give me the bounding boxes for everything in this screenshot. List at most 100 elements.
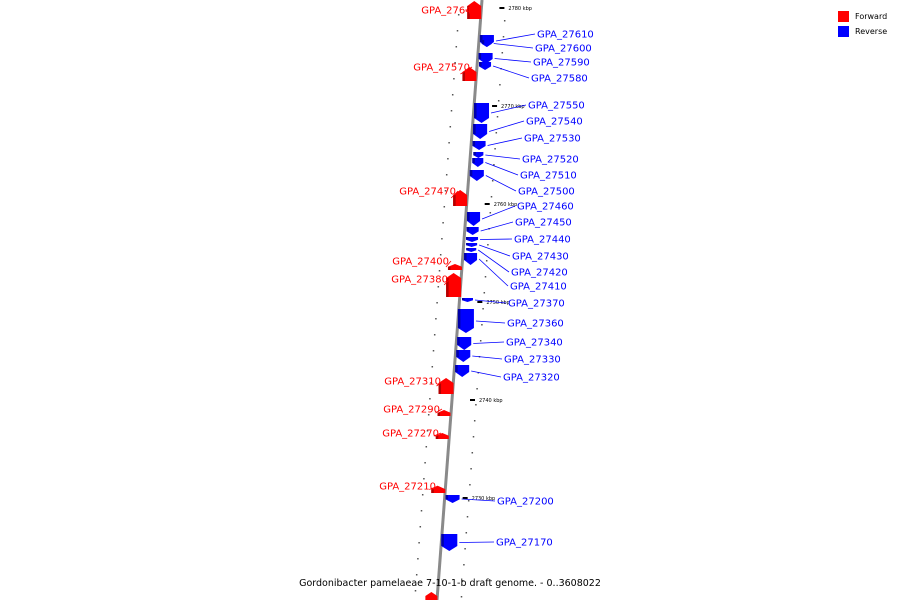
gene-shade [437,412,441,416]
gene-label: GPA_27290 [383,405,440,416]
gene-leader-line [478,249,510,273]
tick-label: 2750 kbp [486,300,510,306]
gene-gpa-27200: GPA_27200 [445,495,554,508]
gene-shade [462,72,465,81]
backbone-dot [483,292,486,294]
legend-reverse-label: Reverse [855,27,888,36]
gene-label: GPA_27530 [524,134,581,145]
gene-leader-line [429,485,439,490]
gene-shade [473,124,476,134]
backbone-dot [442,222,444,224]
backbone-dot [426,430,429,432]
gene-leader-line [460,66,473,75]
gene-shade [455,365,458,372]
backbone-dot [457,14,460,16]
gene-shade [479,62,482,67]
gene-shade [431,489,434,493]
backbone-dot [482,308,484,310]
gene-glyph [473,124,488,139]
backbone-dot [454,62,456,64]
gene-shade [478,53,482,60]
backbone-dot [475,404,477,406]
gene-glyph [474,103,490,123]
backbone-dot [463,564,465,566]
gene-shade [472,158,475,163]
gene-label: GPA_27460 [517,202,574,213]
backbone-dots [414,14,506,598]
backbone-dot [450,110,453,112]
backbone-dot [465,532,468,534]
gene-glyph [447,264,462,270]
gene-gpa-27410: GPA_27410 [464,253,567,293]
backbone-dot [470,468,472,470]
backbone-dot [439,254,442,256]
backbone-dot [495,132,498,134]
gene-gpa-27270: GPA_27270 [382,429,449,440]
backbone-dot [427,414,430,416]
backbone-dot [490,196,493,198]
gene-gpa-27290: GPA_27290 [383,405,451,416]
gene-label: GPA_27410 [510,282,567,293]
gene-glyph [462,298,473,302]
gene-glyph [464,253,478,265]
gene-gpa-27580: GPA_27580 [479,62,588,85]
gene-leader-line [485,154,521,160]
gene-gpa-27460: GPA_27460 [467,202,574,226]
gene-label: GPA_27380 [391,275,448,286]
backbone-dot [451,94,454,96]
gene-gpa-27590: GPA_27590 [478,53,590,69]
gene-label: GPA_27340 [506,338,563,349]
gene-shade [457,337,460,345]
backbone-dot [448,142,450,144]
gene-label: GPA_27370 [508,299,565,310]
gene-gpa-27600: GPA_27600 [481,40,592,55]
gene-leader-line [436,380,444,387]
backbone-dot [473,420,476,422]
tick-label: 2730 kbp [472,496,496,502]
backbone-dot [455,46,458,48]
backbone-dot [419,526,422,528]
gene-glyph [437,410,451,416]
gene-glyph [472,141,486,150]
gene-gpa-27640: GPA_27640 [421,1,482,19]
gene-label: GPA_27430 [512,252,569,263]
backbone-dot [493,164,495,166]
gene-label: GPA_27610 [537,30,594,41]
backbone-dot [461,580,464,582]
gene-leader-line [433,432,442,437]
gene-glyph [435,433,449,439]
backbone-dot [487,244,489,246]
gene-label: GPA_27330 [504,355,561,366]
gene-gpa-27500: GPA_27500 [469,170,575,198]
gene-leader-line [485,175,517,192]
gene-gpa-27420: GPA_27420 [466,248,568,279]
gene-gpa-27370: GPA_27370 [462,298,565,310]
gene-label: GPA_27420 [511,268,568,279]
backbone-dot [503,20,506,22]
backbone-dot [496,116,499,118]
backbone-dot [418,542,420,544]
gene-shade [464,253,467,260]
legend-forward: Forward [838,9,887,24]
gene-shade [474,103,477,118]
gene-leader-line [459,541,495,543]
gene-shade [466,237,469,240]
backbone-dot [436,302,438,304]
gene-glyph [466,243,478,247]
gene-glyph [466,237,479,242]
gene-gpa-27320: GPA_27320 [455,365,560,384]
gene-leader-line [435,408,443,414]
gene-shade [467,6,470,19]
gene-shade [445,495,449,500]
backbone-dot [444,190,447,192]
gene-shade [479,35,483,42]
forward-swatch [838,11,849,22]
backbone-dot [453,78,455,80]
backbone-dot [472,436,475,438]
gene-label: GPA_27470 [399,187,456,198]
backbone-dot [469,484,471,486]
gene-label: GPA_27600 [535,44,592,55]
gene-gpa-27540: GPA_27540 [473,117,583,139]
backbone-dot [471,452,474,454]
gene-glyph [441,534,458,551]
